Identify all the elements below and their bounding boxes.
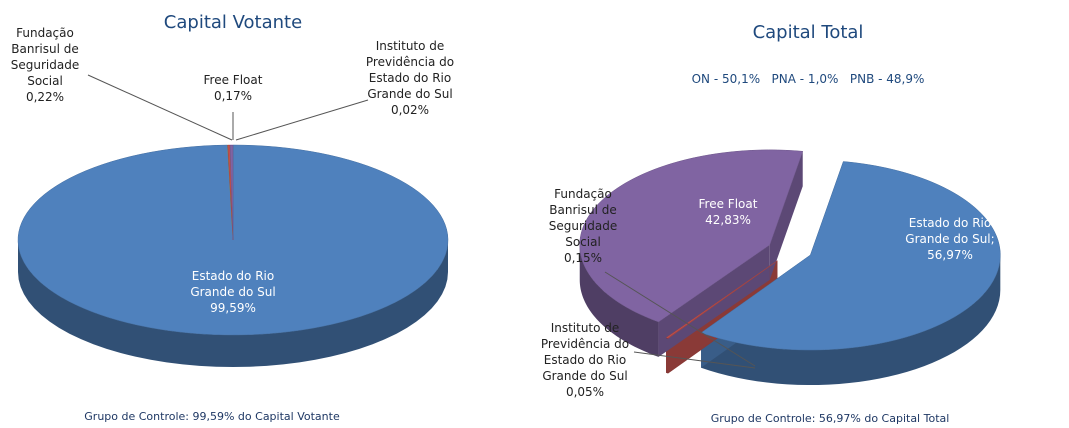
chart-note: Grupo de Controle: 99,59% do Capital Vot…: [84, 410, 340, 423]
slice-value-label: 0,15%: [563, 251, 603, 265]
leader-line: [87, 74, 233, 141]
slice-label: Estado do Rio Grande do Sul: [190, 269, 276, 299]
slice: [665, 260, 778, 339]
slice-label: Free Float: [698, 197, 758, 211]
slice-side: [579, 244, 659, 357]
slice-cut: [769, 151, 803, 280]
slice: [579, 149, 804, 323]
slice-value-label: 0,17%: [213, 89, 253, 103]
slice-cut: [658, 244, 770, 357]
leader-line: [633, 351, 756, 369]
slice-value-label: 0,05%: [565, 385, 605, 399]
slice: [700, 161, 1001, 351]
leader-line: [604, 271, 756, 367]
slice: [229, 144, 234, 241]
slice: [227, 144, 234, 241]
slice-value-label: 0,02%: [390, 103, 430, 117]
slice-value-label: 0,22%: [25, 90, 65, 104]
chart-subtitle: ON - 50,1% PNA - 1,0% PNB - 48,9%: [691, 72, 925, 86]
leader-line: [235, 99, 369, 141]
slice-value-label: 99,59%: [210, 301, 256, 315]
slice-label: Fundação Banrisul de Seguridade Social: [10, 26, 80, 88]
chart-title: Capital Votante: [163, 12, 303, 33]
slice-side: [701, 255, 1001, 386]
chart-note: Grupo de Controle: 56,97% do Capital Tot…: [710, 412, 950, 425]
slice-side: [18, 240, 448, 367]
slice-label: Fundação Banrisul de Seguridade Social: [548, 187, 618, 249]
slice-label: Instituto de Previdência do Estado do Ri…: [365, 39, 455, 101]
slice-label: Free Float: [203, 73, 263, 87]
slice-value-label: 42,83%: [705, 213, 751, 227]
chart-title: Capital Total: [752, 22, 864, 43]
slice-value-label: 56,97%: [927, 248, 973, 262]
slice-label: Estado do Rio Grande do Sul;: [905, 216, 995, 246]
slice-label: Instituto de Previdência do Estado do Ri…: [540, 321, 630, 383]
